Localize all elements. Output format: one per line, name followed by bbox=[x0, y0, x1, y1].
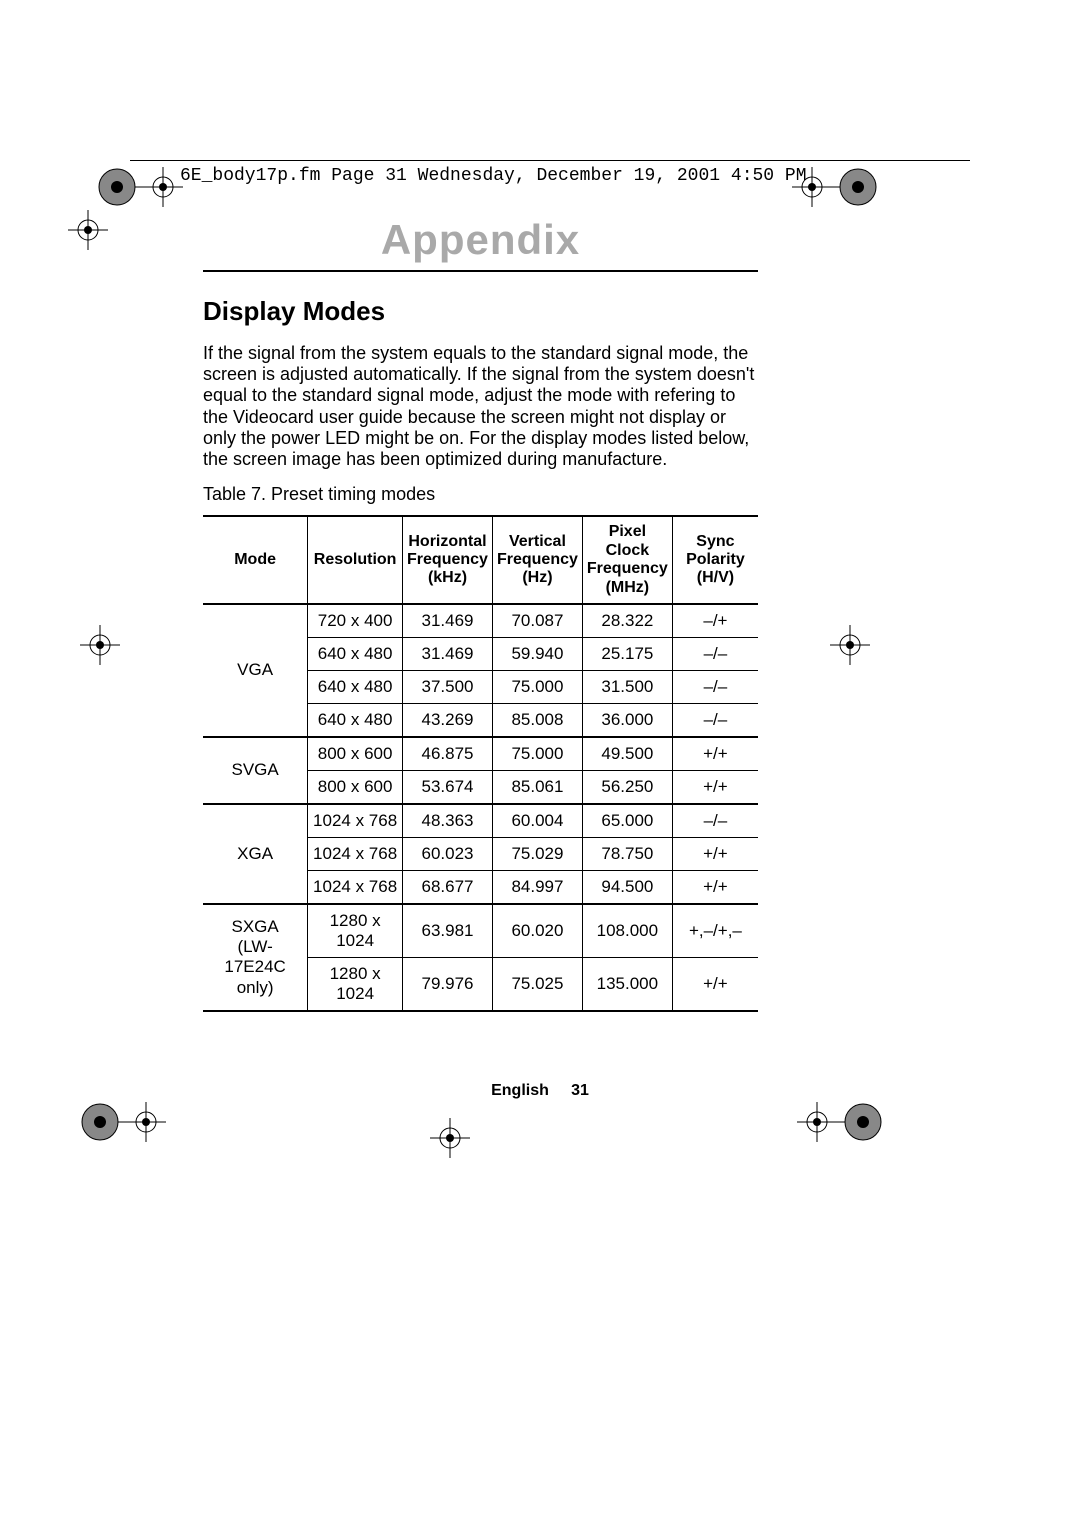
table-row: SVGA800 x 60046.87575.00049.500+/+ bbox=[203, 737, 758, 771]
data-cell: –/– bbox=[672, 703, 758, 737]
appendix-title: Appendix bbox=[203, 216, 758, 270]
data-cell: +,–/+,– bbox=[672, 904, 758, 958]
data-cell: 48.363 bbox=[403, 804, 493, 838]
mode-cell: VGA bbox=[203, 604, 308, 737]
registration-mark bbox=[78, 1100, 168, 1144]
mode-cell: XGA bbox=[203, 804, 308, 904]
data-cell: 84.997 bbox=[492, 870, 582, 904]
data-cell: 25.175 bbox=[582, 637, 672, 670]
data-cell: 640 x 480 bbox=[308, 703, 403, 737]
mode-cell: SXGA(LW-17E24C only) bbox=[203, 904, 308, 1011]
timing-table: ModeResolutionHorizontalFrequency(kHz)Ve… bbox=[203, 515, 758, 1012]
data-cell: 800 x 600 bbox=[308, 770, 403, 804]
data-cell: 1024 x 768 bbox=[308, 870, 403, 904]
data-cell: +/+ bbox=[672, 957, 758, 1011]
data-cell: 75.000 bbox=[492, 670, 582, 703]
appendix-rule bbox=[203, 270, 758, 272]
data-cell: 70.087 bbox=[492, 604, 582, 638]
data-cell: 46.875 bbox=[403, 737, 493, 771]
page: { "header_line": "6E_body17p.fm Page 31 … bbox=[0, 0, 1080, 1528]
page-footer: English 31 bbox=[0, 1082, 1080, 1100]
data-cell: 1280 x 1024 bbox=[308, 904, 403, 958]
data-cell: +/+ bbox=[672, 837, 758, 870]
data-cell: 31.469 bbox=[403, 604, 493, 638]
data-cell: 31.469 bbox=[403, 637, 493, 670]
table-body: VGA720 x 40031.46970.08728.322–/+640 x 4… bbox=[203, 604, 758, 1011]
data-cell: 135.000 bbox=[582, 957, 672, 1011]
data-cell: 108.000 bbox=[582, 904, 672, 958]
data-cell: 49.500 bbox=[582, 737, 672, 771]
data-cell: 53.674 bbox=[403, 770, 493, 804]
header-rule bbox=[130, 160, 970, 161]
footer-page: 31 bbox=[571, 1082, 589, 1099]
data-cell: –/– bbox=[672, 804, 758, 838]
data-cell: 85.008 bbox=[492, 703, 582, 737]
registration-mark bbox=[95, 165, 185, 209]
table-row: SXGA(LW-17E24C only)1280 x 102463.98160.… bbox=[203, 904, 758, 958]
registration-mark bbox=[80, 625, 120, 665]
data-cell: –/– bbox=[672, 670, 758, 703]
data-cell: 31.500 bbox=[582, 670, 672, 703]
data-cell: 79.976 bbox=[403, 957, 493, 1011]
data-cell: 37.500 bbox=[403, 670, 493, 703]
data-cell: 75.025 bbox=[492, 957, 582, 1011]
registration-mark bbox=[68, 210, 108, 250]
column-header: HorizontalFrequency(kHz) bbox=[403, 516, 493, 604]
data-cell: 800 x 600 bbox=[308, 737, 403, 771]
data-cell: 36.000 bbox=[582, 703, 672, 737]
data-cell: 68.677 bbox=[403, 870, 493, 904]
data-cell: 1024 x 768 bbox=[308, 837, 403, 870]
data-cell: +/+ bbox=[672, 737, 758, 771]
data-cell: –/+ bbox=[672, 604, 758, 638]
data-cell: –/– bbox=[672, 637, 758, 670]
data-cell: +/+ bbox=[672, 770, 758, 804]
registration-mark bbox=[795, 1100, 885, 1144]
data-cell: 56.250 bbox=[582, 770, 672, 804]
data-cell: 60.020 bbox=[492, 904, 582, 958]
data-cell: 75.029 bbox=[492, 837, 582, 870]
table-row: XGA1024 x 76848.36360.00465.000–/– bbox=[203, 804, 758, 838]
data-cell: 75.000 bbox=[492, 737, 582, 771]
data-cell: 78.750 bbox=[582, 837, 672, 870]
column-header: Resolution bbox=[308, 516, 403, 604]
column-header: Mode bbox=[203, 516, 308, 604]
data-cell: 60.023 bbox=[403, 837, 493, 870]
data-cell: 85.061 bbox=[492, 770, 582, 804]
data-cell: 28.322 bbox=[582, 604, 672, 638]
data-cell: +/+ bbox=[672, 870, 758, 904]
data-cell: 640 x 480 bbox=[308, 637, 403, 670]
table-header-row: ModeResolutionHorizontalFrequency(kHz)Ve… bbox=[203, 516, 758, 604]
data-cell: 43.269 bbox=[403, 703, 493, 737]
content: Appendix Display Modes If the signal fro… bbox=[203, 216, 758, 1012]
data-cell: 94.500 bbox=[582, 870, 672, 904]
column-header: Sync Polarity(H/V) bbox=[672, 516, 758, 604]
section-heading: Display Modes bbox=[203, 296, 758, 327]
mode-cell: SVGA bbox=[203, 737, 308, 804]
registration-mark bbox=[430, 1118, 470, 1158]
registration-mark bbox=[790, 165, 880, 209]
intro-paragraph: If the signal from the system equals to … bbox=[203, 343, 758, 470]
footer-lang: English bbox=[491, 1082, 549, 1099]
data-cell: 65.000 bbox=[582, 804, 672, 838]
registration-mark bbox=[830, 625, 870, 665]
column-header: Pixel ClockFrequency(MHz) bbox=[582, 516, 672, 604]
data-cell: 1024 x 768 bbox=[308, 804, 403, 838]
header-line: 6E_body17p.fm Page 31 Wednesday, Decembe… bbox=[180, 166, 807, 186]
data-cell: 640 x 480 bbox=[308, 670, 403, 703]
data-cell: 720 x 400 bbox=[308, 604, 403, 638]
data-cell: 60.004 bbox=[492, 804, 582, 838]
column-header: VerticalFrequency(Hz) bbox=[492, 516, 582, 604]
table-row: VGA720 x 40031.46970.08728.322–/+ bbox=[203, 604, 758, 638]
table-caption: Table 7. Preset timing modes bbox=[203, 484, 758, 505]
data-cell: 59.940 bbox=[492, 637, 582, 670]
data-cell: 1280 x 1024 bbox=[308, 957, 403, 1011]
data-cell: 63.981 bbox=[403, 904, 493, 958]
